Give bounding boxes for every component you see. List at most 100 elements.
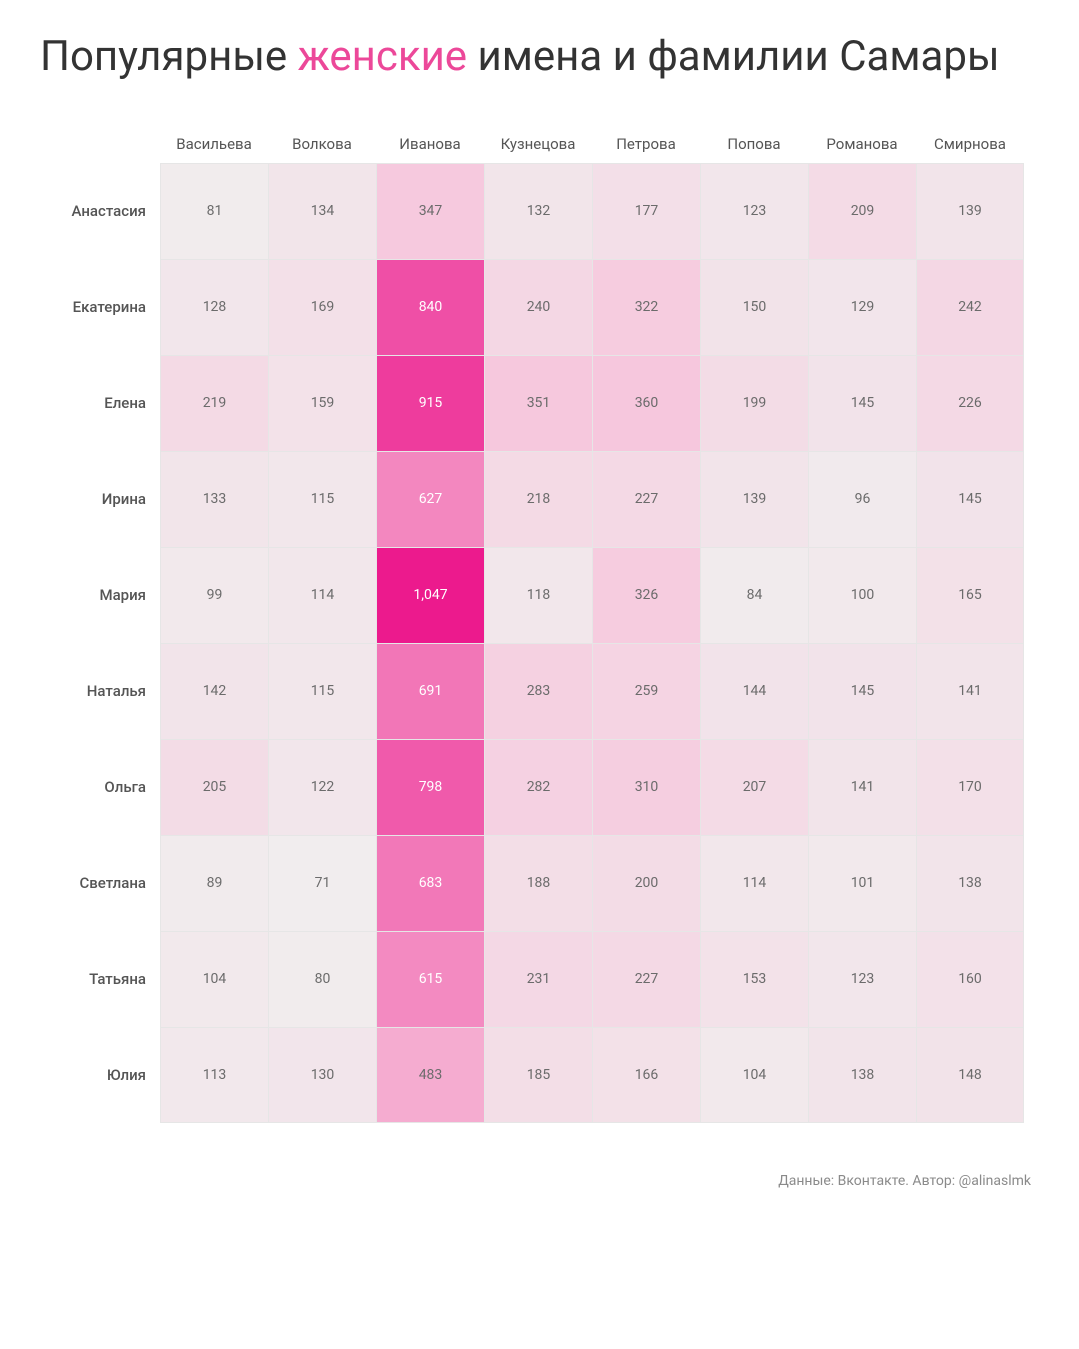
column-header: Смирнова xyxy=(916,135,1024,163)
heatmap-cell: 326 xyxy=(592,547,700,643)
heatmap-cell: 71 xyxy=(268,835,376,931)
heatmap-cell: 89 xyxy=(160,835,268,931)
heatmap-cell: 104 xyxy=(160,931,268,1027)
heatmap-cell: 207 xyxy=(700,739,808,835)
heatmap-cell: 148 xyxy=(916,1027,1024,1123)
heatmap-cell: 130 xyxy=(268,1027,376,1123)
heatmap-cell: 80 xyxy=(268,931,376,1027)
heatmap-cell: 231 xyxy=(484,931,592,1027)
heatmap-cell: 118 xyxy=(484,547,592,643)
heatmap-cell: 115 xyxy=(268,643,376,739)
row-header: Ирина xyxy=(40,451,160,547)
heatmap-cell: 170 xyxy=(916,739,1024,835)
heatmap-cell: 159 xyxy=(268,355,376,451)
heatmap-cell: 259 xyxy=(592,643,700,739)
heatmap-cell: 144 xyxy=(700,643,808,739)
heatmap-table: ВасильеваВолковаИвановаКузнецоваПетроваП… xyxy=(40,135,1024,1123)
heatmap-cell: 81 xyxy=(160,163,268,259)
heatmap-row: Елена219159915351360199145226 xyxy=(40,355,1024,451)
heatmap-body: Анастасия81134347132177123209139Екатерин… xyxy=(40,163,1024,1123)
heatmap-cell: 282 xyxy=(484,739,592,835)
heatmap-cell: 227 xyxy=(592,931,700,1027)
heatmap-cell: 322 xyxy=(592,259,700,355)
heatmap-row: Ирина13311562721822713996145 xyxy=(40,451,1024,547)
page-title: Популярные женские имена и фамилии Самар… xyxy=(40,30,1039,85)
row-header: Елена xyxy=(40,355,160,451)
column-header: Волкова xyxy=(268,135,376,163)
row-header: Мария xyxy=(40,547,160,643)
row-header: Юлия xyxy=(40,1027,160,1123)
heatmap-cell: 96 xyxy=(808,451,916,547)
heatmap-cell: 226 xyxy=(916,355,1024,451)
heatmap-cell: 115 xyxy=(268,451,376,547)
heatmap-cell: 283 xyxy=(484,643,592,739)
heatmap-cell: 141 xyxy=(808,739,916,835)
heatmap-cell: 177 xyxy=(592,163,700,259)
heatmap-cell: 683 xyxy=(376,835,484,931)
heatmap-cell: 134 xyxy=(268,163,376,259)
heatmap-cell: 132 xyxy=(484,163,592,259)
heatmap-cell: 160 xyxy=(916,931,1024,1027)
heatmap-cell: 627 xyxy=(376,451,484,547)
heatmap-cell: 169 xyxy=(268,259,376,355)
heatmap-cell: 150 xyxy=(700,259,808,355)
heatmap-row: Светлана8971683188200114101138 xyxy=(40,835,1024,931)
heatmap-cell: 200 xyxy=(592,835,700,931)
column-headers-row: ВасильеваВолковаИвановаКузнецоваПетроваП… xyxy=(160,135,1024,163)
heatmap-cell: 615 xyxy=(376,931,484,1027)
heatmap-cell: 113 xyxy=(160,1027,268,1123)
heatmap-row: Ольга205122798282310207141170 xyxy=(40,739,1024,835)
heatmap-cell: 219 xyxy=(160,355,268,451)
heatmap-cell: 142 xyxy=(160,643,268,739)
heatmap-row: Анастасия81134347132177123209139 xyxy=(40,163,1024,259)
heatmap-cell: 199 xyxy=(700,355,808,451)
heatmap-cell: 138 xyxy=(916,835,1024,931)
title-prefix: Популярные xyxy=(40,32,298,81)
heatmap-row: Мария991141,04711832684100165 xyxy=(40,547,1024,643)
row-header: Татьяна xyxy=(40,931,160,1027)
heatmap-cell: 351 xyxy=(484,355,592,451)
heatmap-cell: 840 xyxy=(376,259,484,355)
row-header: Светлана xyxy=(40,835,160,931)
row-header: Ольга xyxy=(40,739,160,835)
title-accent: женские xyxy=(298,32,467,81)
column-header: Кузнецова xyxy=(484,135,592,163)
heatmap-cell: 205 xyxy=(160,739,268,835)
heatmap-cell: 129 xyxy=(808,259,916,355)
heatmap-cell: 123 xyxy=(700,163,808,259)
column-header: Иванова xyxy=(376,135,484,163)
heatmap-row: Наталья142115691283259144145141 xyxy=(40,643,1024,739)
heatmap-cell: 240 xyxy=(484,259,592,355)
heatmap-cell: 218 xyxy=(484,451,592,547)
heatmap-cell: 360 xyxy=(592,355,700,451)
heatmap-cell: 310 xyxy=(592,739,700,835)
column-header: Романова xyxy=(808,135,916,163)
heatmap-cell: 100 xyxy=(808,547,916,643)
heatmap-cell: 145 xyxy=(808,355,916,451)
column-header: Васильева xyxy=(160,135,268,163)
heatmap-cell: 188 xyxy=(484,835,592,931)
heatmap-cell: 483 xyxy=(376,1027,484,1123)
heatmap-cell: 138 xyxy=(808,1027,916,1123)
heatmap-row: Татьяна10480615231227153123160 xyxy=(40,931,1024,1027)
heatmap-cell: 227 xyxy=(592,451,700,547)
heatmap-cell: 114 xyxy=(268,547,376,643)
heatmap-cell: 153 xyxy=(700,931,808,1027)
title-suffix: имена и фамилии Самары xyxy=(467,32,1000,81)
heatmap-cell: 1,047 xyxy=(376,547,484,643)
heatmap-cell: 99 xyxy=(160,547,268,643)
heatmap-cell: 798 xyxy=(376,739,484,835)
footer-credit: Данные: Вконтакте. Автор: @alinaslmk xyxy=(40,1173,1039,1189)
row-header: Анастасия xyxy=(40,163,160,259)
column-header: Попова xyxy=(700,135,808,163)
heatmap-cell: 185 xyxy=(484,1027,592,1123)
column-header: Петрова xyxy=(592,135,700,163)
row-header: Наталья xyxy=(40,643,160,739)
heatmap-cell: 139 xyxy=(700,451,808,547)
heatmap-cell: 209 xyxy=(808,163,916,259)
heatmap-cell: 104 xyxy=(700,1027,808,1123)
heatmap-cell: 128 xyxy=(160,259,268,355)
heatmap-cell: 915 xyxy=(376,355,484,451)
heatmap-cell: 166 xyxy=(592,1027,700,1123)
heatmap-cell: 84 xyxy=(700,547,808,643)
